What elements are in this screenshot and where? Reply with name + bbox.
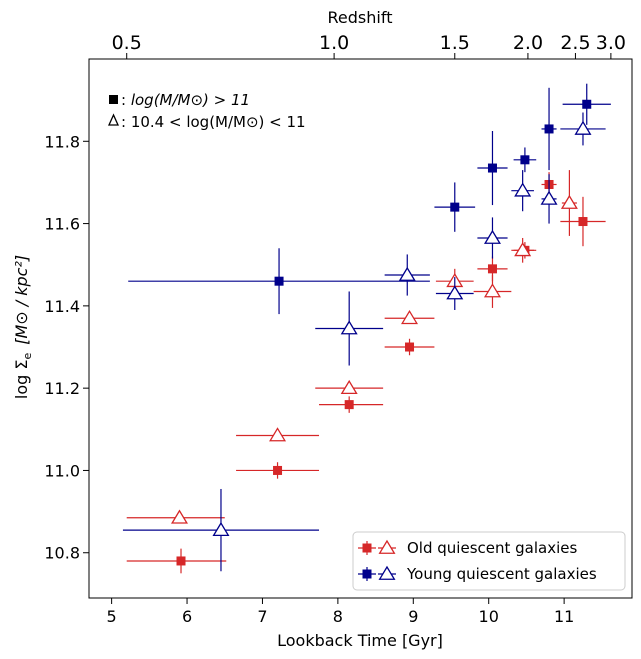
y-tick-label: 11.0 <box>44 461 80 480</box>
legend-label: Old quiescent galaxies <box>407 539 577 557</box>
y-tick-label: 11.8 <box>44 132 80 151</box>
annotation-text-low: 10.4 < log(M/M⊙) < 11 <box>131 113 306 131</box>
triangle-point <box>574 120 592 135</box>
square-point <box>450 202 460 212</box>
mass-annotation-low: : 10.4 < log(M/M⊙) < 11 <box>107 113 306 131</box>
top-tick-label: 1.0 <box>319 32 349 54</box>
triangle-point <box>483 283 501 298</box>
legend-item: Young quiescent galaxies <box>358 565 597 583</box>
y-axis-title-unit: [M⊙ / kpc²] <box>12 255 31 345</box>
x-axis-ticks: 5 6 7 8 9 10 11 <box>107 598 574 626</box>
triangle-point <box>540 190 558 205</box>
square-point <box>344 400 354 410</box>
triangle-point <box>401 309 419 325</box>
y-axis-ticks: 10.8 11.0 11.2 11.4 11.6 11.8 <box>44 132 89 563</box>
square-point <box>274 276 284 286</box>
triangle-point <box>171 509 188 524</box>
legend-square-marker <box>362 569 372 579</box>
y-axis-title: log Σe [M⊙ / kpc²] <box>12 255 34 399</box>
svg-text:: log(M/M⊙) > 11: : log(M/M⊙) > 11 <box>121 91 250 109</box>
triangle-point <box>398 266 416 281</box>
y-axis-title-main: log Σ <box>12 360 31 400</box>
series-group <box>122 83 611 572</box>
y-tick-label: 11.2 <box>44 379 80 398</box>
annotation-triangle-icon <box>107 113 120 126</box>
y-tick-label: 11.4 <box>44 297 80 316</box>
square-point <box>582 99 592 109</box>
legend-triangle-marker <box>378 539 396 554</box>
x-tick-label: 11 <box>554 607 574 626</box>
x-tick-label: 10 <box>479 607 499 626</box>
top-axis-title: Redshift <box>328 8 393 27</box>
legend-frame <box>352 531 626 591</box>
legend-square-marker <box>362 543 372 553</box>
triangle-point <box>483 229 501 244</box>
square-point <box>578 217 588 227</box>
square-point <box>544 124 554 134</box>
series-group <box>126 170 606 574</box>
x-tick-label: 6 <box>182 607 192 626</box>
annotation-prefix: : <box>121 91 131 109</box>
x-tick-label: 7 <box>257 607 267 626</box>
x-tick-label: 9 <box>408 607 418 626</box>
mass-annotation-high: : log(M/M⊙) > 11 <box>109 91 250 109</box>
square-point <box>176 556 186 566</box>
triangle-point <box>340 320 358 335</box>
data-marks <box>122 83 611 574</box>
plot-frame <box>88 58 633 599</box>
triangle-point <box>514 242 532 257</box>
triangle-point <box>340 379 358 395</box>
square-point <box>273 465 283 475</box>
top-axis-ticks: 0.5 1.0 1.5 2.0 2.5 3.0 <box>112 32 626 59</box>
triangle-point <box>446 285 464 300</box>
square-point <box>487 163 497 173</box>
legend-triangle-marker <box>378 565 396 580</box>
triangle-point <box>560 194 578 209</box>
x-axis-title: Lookback Time [Gyr] <box>277 631 443 650</box>
x-tick-label: 8 <box>333 607 343 626</box>
top-tick-label: 2.5 <box>560 32 590 54</box>
y-tick-label: 10.8 <box>44 544 80 563</box>
y-tick-label: 11.6 <box>44 215 80 234</box>
svg-text:: 10.4 < log(M/M⊙) < 11: : 10.4 < log(M/M⊙) < 11 <box>121 113 306 131</box>
triangle-point <box>514 182 532 197</box>
annotation-square-icon <box>109 95 118 104</box>
top-tick-label: 2.0 <box>513 32 543 54</box>
square-point <box>487 264 497 274</box>
x-tick-label: 5 <box>107 607 117 626</box>
legend-item: Old quiescent galaxies <box>358 539 577 557</box>
square-point <box>405 342 415 352</box>
triangle-point <box>212 521 230 537</box>
top-tick-label: 0.5 <box>112 32 142 54</box>
square-point <box>520 155 530 165</box>
legend: Old quiescent galaxies Young quiescent ga… <box>352 531 626 591</box>
y-axis-title-subscript: e <box>21 353 34 360</box>
top-tick-label: 3.0 <box>596 32 626 54</box>
legend-label: Young quiescent galaxies <box>406 565 597 583</box>
legend-items: Old quiescent galaxies Young quiescent ga… <box>358 539 597 583</box>
top-tick-label: 1.5 <box>440 32 470 54</box>
annotation-text-high: log(M/M⊙) > 11 <box>131 91 250 109</box>
triangle-point <box>269 427 287 442</box>
annotation-prefix: : <box>121 113 131 131</box>
